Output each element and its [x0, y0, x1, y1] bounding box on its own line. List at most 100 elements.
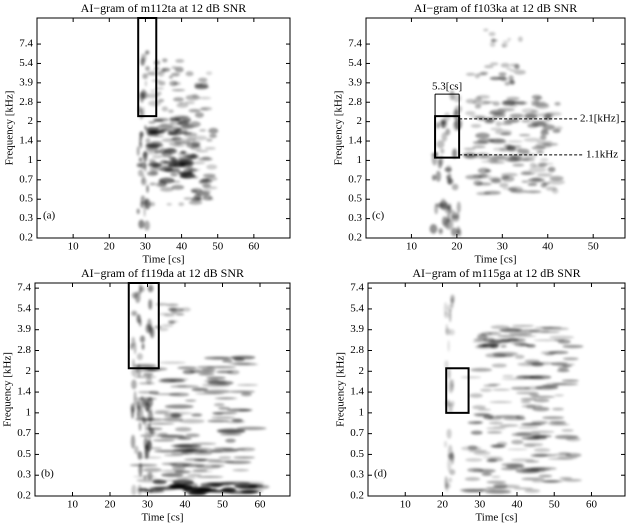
texture-blob [167, 130, 179, 136]
texture-blob [152, 479, 167, 485]
texture-blob [150, 170, 159, 175]
texture-blob [233, 456, 255, 459]
texture-blob [456, 226, 461, 236]
texture-blob [552, 128, 561, 133]
texture-blob [505, 464, 525, 469]
texture-blob [500, 77, 508, 82]
texture-blob [500, 344, 507, 348]
x-tick-label: 20 [105, 499, 117, 511]
y-tick-label: 1.4 [19, 135, 33, 147]
x-tick-label: 10 [400, 499, 412, 511]
texture-blob [532, 406, 550, 412]
texture-blob [202, 173, 216, 178]
texture-blob [512, 335, 537, 338]
y-tick-label: 0.3 [348, 212, 362, 224]
texture-blob [179, 174, 195, 179]
texture-blob [136, 353, 143, 361]
texture-blob [436, 140, 445, 149]
texture-blob [157, 432, 168, 436]
texture-blob [490, 178, 502, 184]
y-axis-label: Frequency [kHz] [4, 91, 16, 166]
plot-frame [34, 282, 291, 497]
texture-blob [488, 383, 501, 386]
texture-blob [141, 343, 145, 350]
texture-blob [523, 444, 536, 448]
y-axis-label: Frequency [kHz] [333, 91, 345, 166]
panel: AI−gram of f119da at 12 dB SNR Time [cs] F… [2, 266, 291, 524]
texture-blob [164, 148, 178, 154]
texture-blob [136, 146, 140, 157]
texture-blob [159, 154, 170, 159]
texture-blob [501, 42, 508, 48]
texture-blob [213, 403, 225, 407]
texture-blob [155, 434, 185, 438]
texture-blob [484, 119, 494, 124]
texture-blob [491, 475, 501, 478]
texture-blob [170, 172, 178, 177]
texture-blob [517, 148, 530, 155]
texture-blob [464, 154, 478, 159]
texture-blob [465, 111, 476, 116]
texture-blob [146, 184, 149, 193]
panel: AI−gram of f103ka at 12 dB SNR Time [cs] F… [333, 1, 626, 266]
texture-blob [227, 490, 257, 495]
texture-blob [172, 97, 185, 102]
texture-blob [557, 366, 569, 370]
texture-blob [478, 488, 496, 490]
texture-blob [157, 81, 166, 86]
texture-blob [565, 453, 582, 458]
spectrogram-texture [136, 50, 219, 231]
texture-blob [214, 397, 238, 400]
texture-blob [145, 65, 150, 72]
x-tick-label: 60 [255, 499, 267, 511]
texture-blob [499, 424, 519, 427]
texture-blob [510, 341, 527, 345]
texture-blob [178, 132, 192, 135]
texture-blob [521, 477, 545, 481]
highlight-box [127, 282, 160, 370]
texture-blob [138, 157, 143, 162]
texture-blob [178, 171, 193, 176]
texture-blob [518, 426, 539, 429]
texture-blob [488, 341, 502, 345]
texture-blob [493, 484, 521, 489]
spectrogram-texture [443, 294, 584, 494]
texture-blob [134, 445, 139, 455]
texture-blob [159, 361, 186, 364]
texture-blob [176, 102, 189, 108]
texture-blob [501, 100, 515, 106]
texture-blob [447, 368, 451, 380]
texture-blob [133, 342, 137, 355]
x-tick-label: 50 [549, 499, 561, 511]
texture-blob [206, 138, 213, 142]
texture-blob [491, 363, 507, 368]
texture-blob [131, 310, 138, 316]
texture-blob [213, 447, 234, 449]
texture-blob [472, 405, 486, 410]
y-tick-label: 0.3 [17, 469, 31, 481]
texture-blob [506, 67, 512, 70]
texture-blob [539, 331, 561, 333]
texture-blob [161, 138, 177, 143]
texture-blob [514, 64, 520, 70]
texture-blob [206, 366, 237, 369]
texture-blob [450, 227, 458, 237]
texture-blob [477, 408, 491, 411]
texture-blob [176, 449, 195, 452]
texture-blob [454, 111, 460, 116]
texture-blob [463, 147, 476, 151]
texture-blob [145, 50, 150, 55]
texture-blob [450, 212, 460, 219]
texture-blob [151, 163, 162, 168]
texture-blob [140, 57, 146, 66]
y-tick-label: 2.8 [19, 96, 33, 108]
texture-blob [174, 427, 192, 432]
texture-blob [236, 426, 267, 431]
texture-blob [192, 469, 208, 472]
texture-blob [490, 39, 498, 42]
x-tick-label: 30 [142, 499, 154, 511]
texture-blob [472, 145, 486, 149]
texture-blob [211, 416, 236, 419]
texture-blob [522, 152, 538, 159]
texture-blob [210, 464, 225, 467]
